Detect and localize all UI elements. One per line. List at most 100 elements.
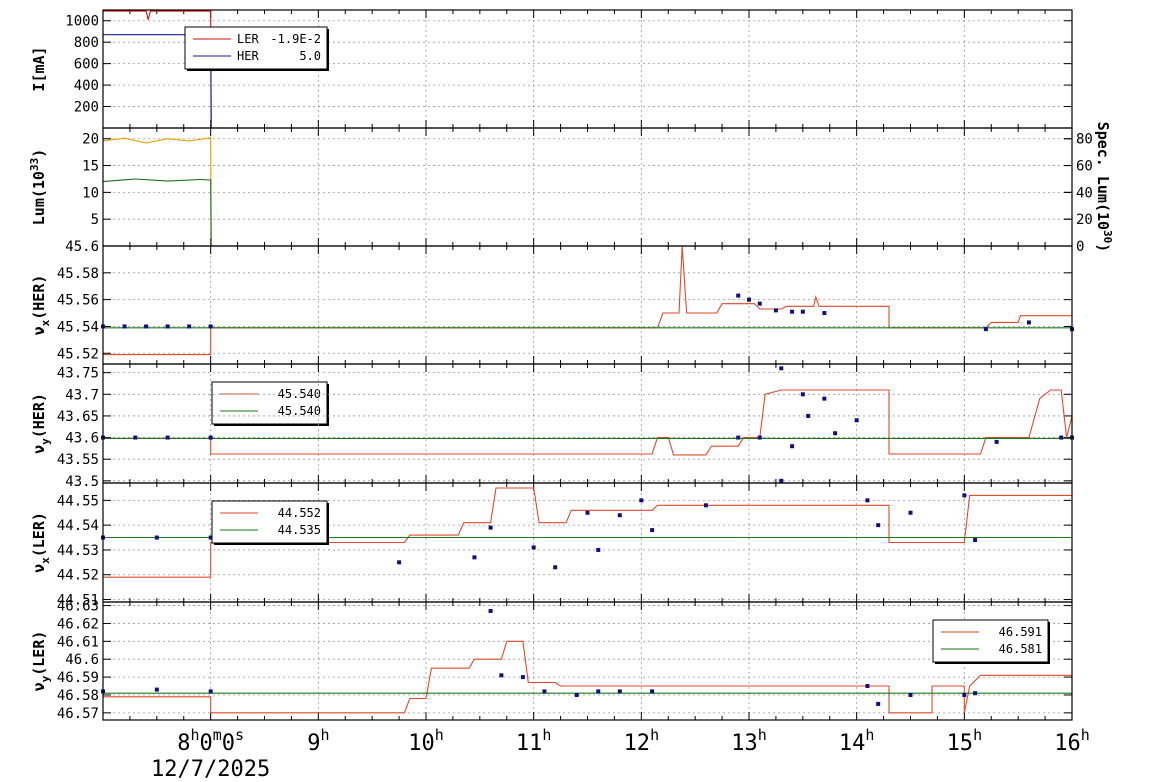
y-tick-label: 43.7 [65,387,99,403]
x-tick-label: 15h [947,726,983,756]
y-tick-label: 43.65 [57,409,99,425]
data-point [822,311,827,316]
panel-frame [102,245,1073,365]
data-point [499,673,504,678]
y-tick-label: 44.52 [57,568,99,584]
data-point [800,392,805,397]
legend: 46.591 46.581 [932,619,1050,664]
data-point [650,689,655,694]
right-y-tick-label: 40 [1076,185,1093,201]
y-tick-label: 44.55 [57,493,99,509]
y-tick-label: 20 [82,132,99,148]
y-tick-label: 46.6 [65,652,99,668]
data-point [585,510,590,515]
data-point [154,535,159,540]
y-tick-label: 46.61 [57,634,99,650]
y-tick-label: 10 [82,185,99,201]
legend-box [211,500,328,544]
legend-value: 44.535 [278,523,321,537]
right-axis-label: Spec. Lum(1030) [1094,122,1114,253]
panel-frame [102,601,1073,721]
data-point [876,701,881,706]
data-point [553,565,558,570]
data-point [397,560,402,565]
right-y-tick-label: 0 [1076,239,1084,255]
data-point [757,435,762,440]
data-point [773,308,778,313]
data-point [208,324,213,329]
series-line-SpecLum [102,178,1072,247]
series-line-Lum [102,137,1072,247]
legend: 44.552 44.535 [211,500,329,545]
x-tick-label: 13h [731,726,767,756]
data-point [822,396,827,401]
y-tick-label: 44.53 [57,543,99,559]
legend-name: HER [237,49,259,63]
y-tick-label: 45.58 [57,266,99,282]
data-point [973,538,978,543]
x-tick-label: 16h [1054,726,1090,756]
data-point [757,301,762,306]
data-point [208,535,213,540]
x-tick-label: 9h [307,726,329,756]
data-point [833,431,838,436]
right-y-tick-label: 80 [1076,132,1093,148]
y-tick-label: 43.6 [65,431,99,447]
data-point [133,435,138,440]
panel-frame [102,127,1073,247]
series-line-set_red [103,389,1073,456]
data-point [208,689,213,694]
data-point [596,689,601,694]
y-tick-label: 400 [74,78,99,94]
data-point [962,493,967,498]
legend-value: 44.552 [278,506,321,520]
x-tick-label: 8h0m0s [177,726,244,756]
legend-value: 46.591 [999,625,1042,639]
data-point [736,435,741,440]
panel-nuy_her: 43.543.5543.643.6543.743.75νy(HER)43.651… [30,363,1074,545]
y-axis-label: I[mA] [30,46,48,91]
data-point [983,327,988,332]
data-point [973,691,978,696]
data-point [790,444,795,449]
data-point [165,435,170,440]
legend-value: -1.9E-2 [270,32,321,46]
data-point [865,498,870,503]
y-tick-label: 45.52 [57,346,99,362]
data-point [790,309,795,314]
data-point [854,418,859,423]
data-point [472,555,477,560]
data-point [650,528,655,533]
x-tick-label: 11h [516,726,552,756]
y-tick-label: 46.63 [57,599,99,615]
y-tick-label: 45.54 [57,319,99,335]
y-axis-label: νx(HER) [30,275,52,336]
panel-current: 200 400 600 800 1000 I[mA] LER -1.9E-2 HER 5.0 [30,9,1073,129]
y-tick-label: 800 [74,35,99,51]
legend-box [932,619,1049,663]
data-point [531,545,536,550]
data-point [154,687,159,692]
data-point [208,435,213,440]
x-tick-label: 14h [839,726,875,756]
data-point [520,675,525,680]
y-tick-label: 43.75 [57,366,99,382]
y-tick-label: 15 [82,159,99,175]
x-axis: 8h0m0s 9h 10h 11h 12h 13h 14h 15h 16h 12/7/2025 [151,726,1090,782]
data-point [1059,435,1064,440]
y-tick-label: 44.51 [57,593,99,609]
data-point [574,692,579,697]
series-line-set_red [103,245,1072,356]
panel-luminosity: 5 10 15 20 0 20 40 60 80 Spec. Lum(1030) Lum(1033) [28,122,1114,255]
data-point [800,309,805,314]
y-tick-label: 44.54 [57,518,99,534]
y-tick-label: 43.5 [65,474,99,490]
y-tick-label: 45.56 [57,293,99,309]
data-point [122,324,127,329]
data-point [187,324,192,329]
data-point [908,692,913,697]
y-tick-label: 43.55 [57,452,99,468]
y-tick-label: 46.57 [57,706,99,722]
